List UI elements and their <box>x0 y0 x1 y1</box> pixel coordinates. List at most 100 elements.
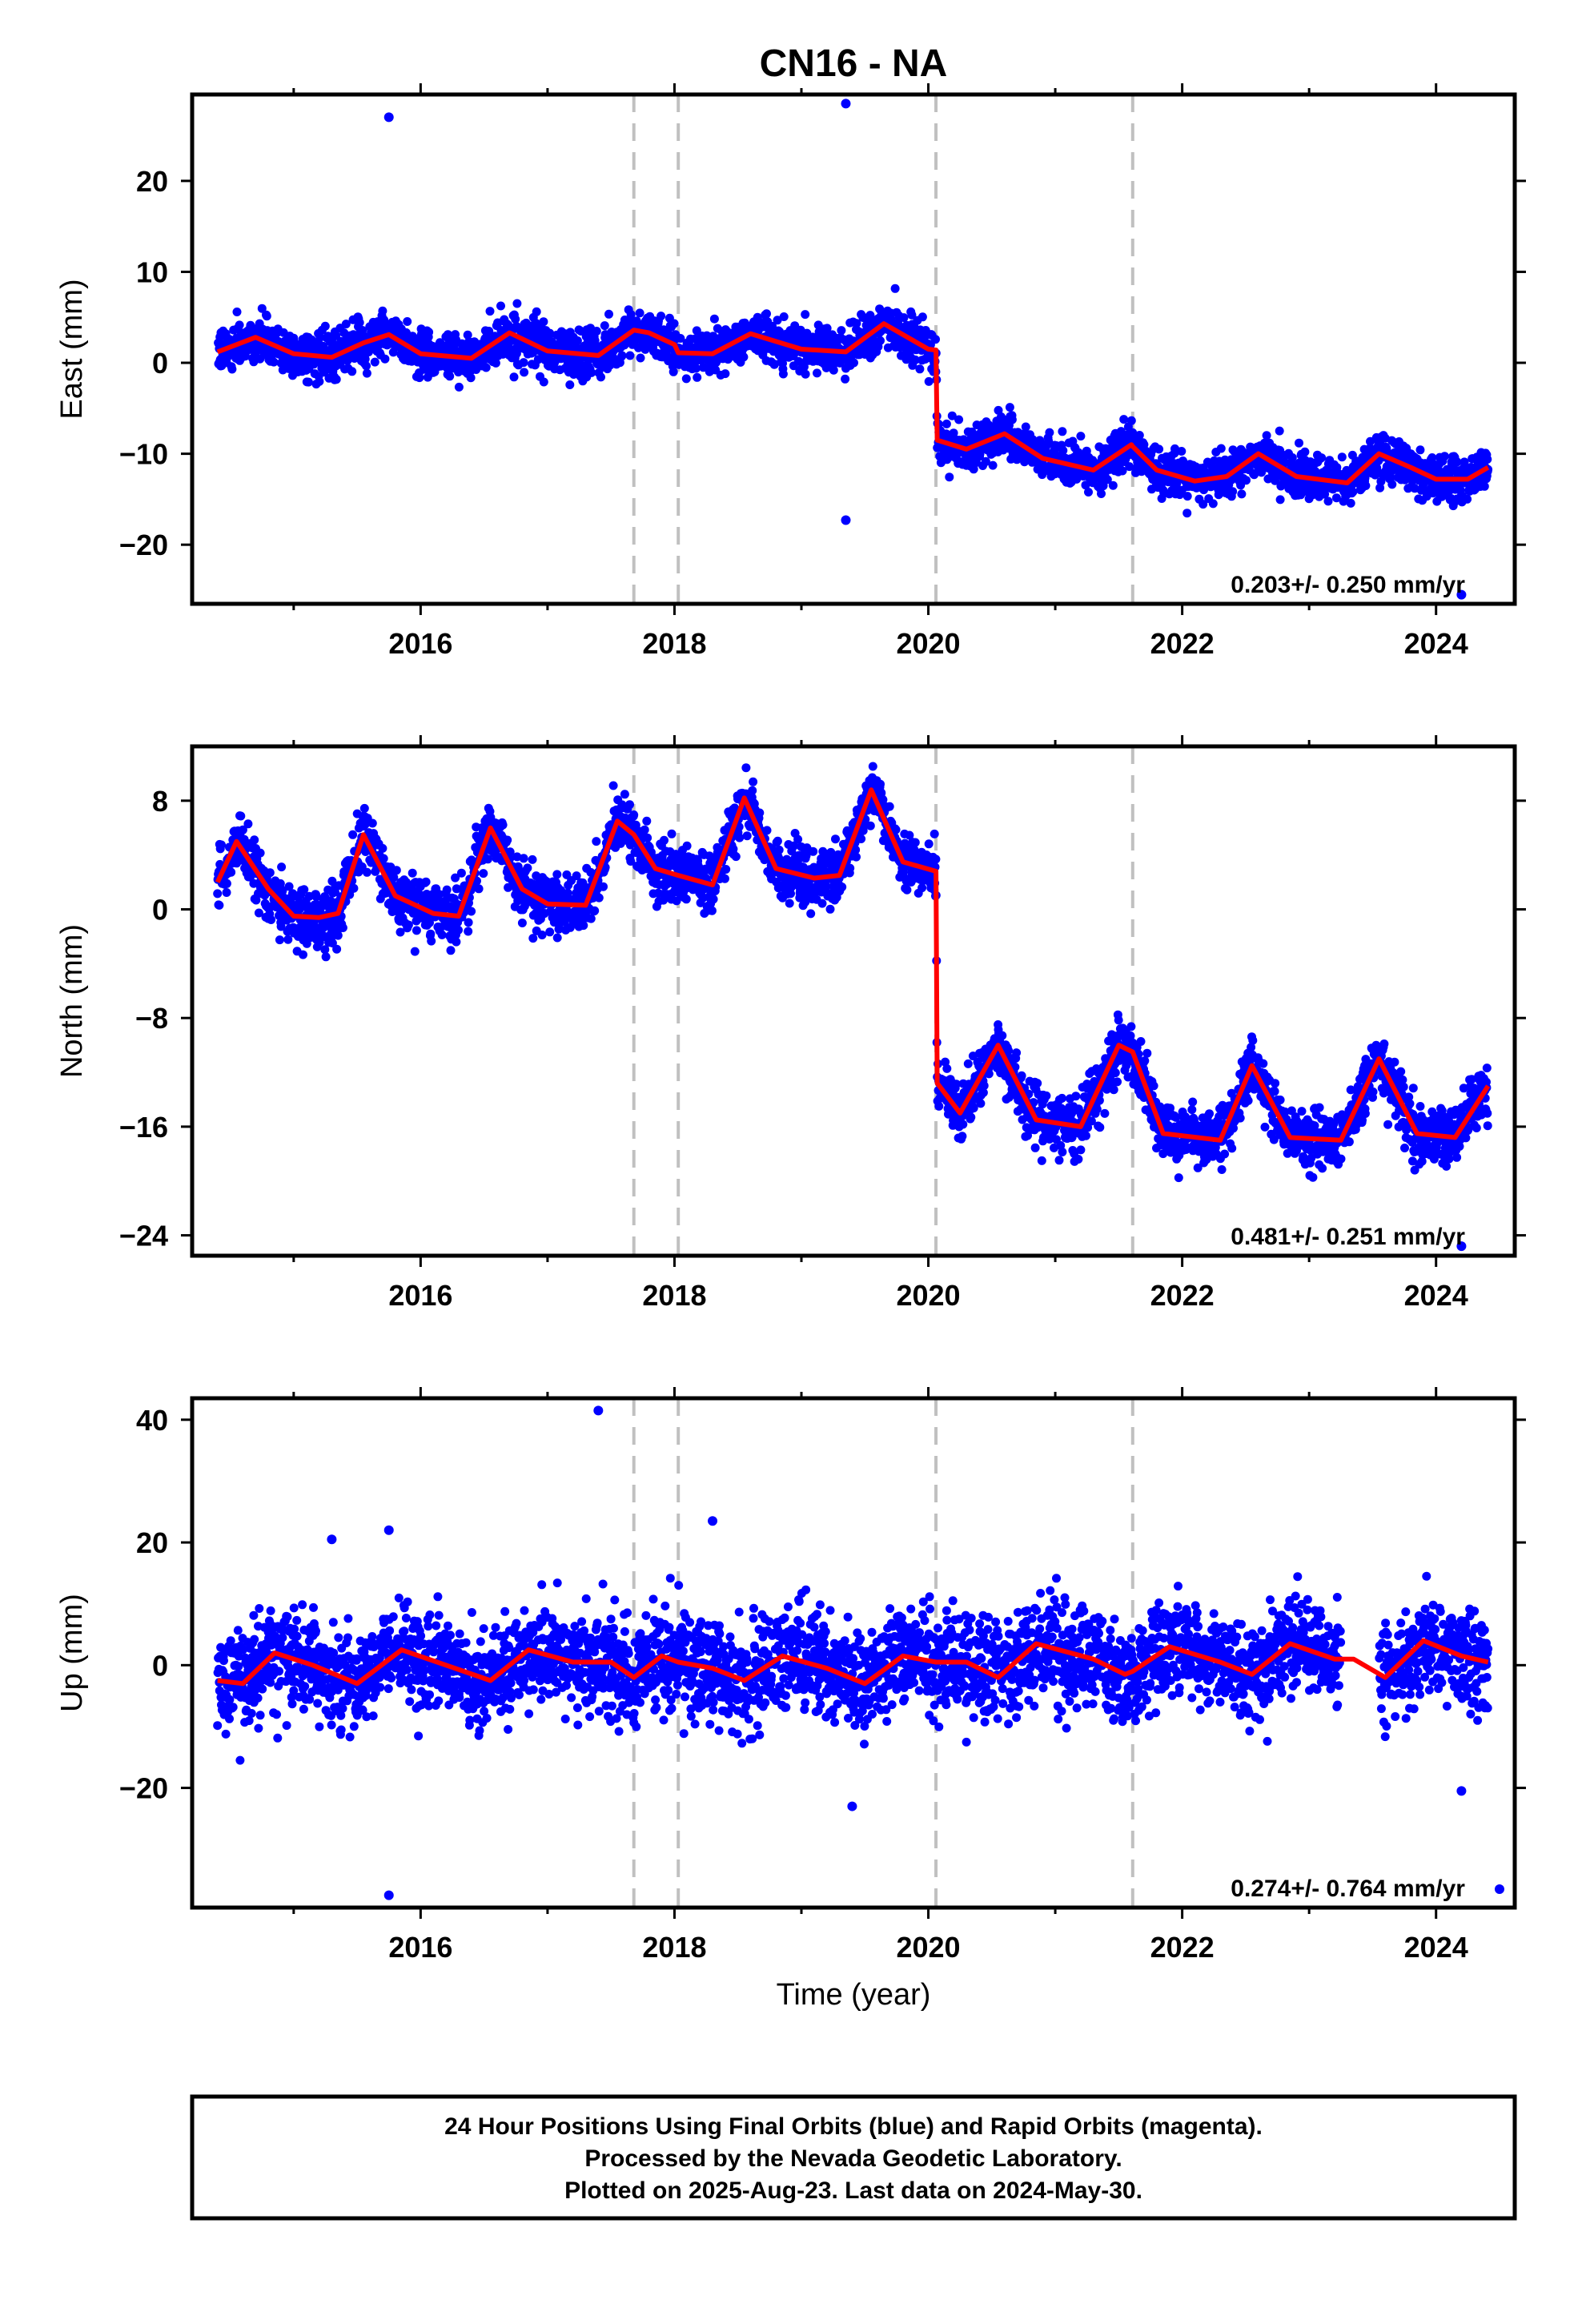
position-point <box>404 920 413 930</box>
position-point <box>669 319 679 328</box>
position-point <box>801 369 810 379</box>
position-point <box>1208 499 1218 509</box>
position-point <box>347 367 357 376</box>
position-point <box>947 411 957 420</box>
position-point <box>320 945 330 955</box>
position-point <box>572 336 582 345</box>
position-point <box>572 871 581 881</box>
position-point <box>1021 422 1030 432</box>
position-point <box>604 309 613 319</box>
position-point <box>592 837 601 846</box>
position-point <box>1134 431 1144 440</box>
position-point <box>1463 494 1472 504</box>
position-point <box>512 852 522 862</box>
y-tick-label: 10 <box>136 255 168 288</box>
position-point <box>945 472 954 482</box>
y-tick-label: 20 <box>136 165 168 198</box>
position-point <box>915 364 925 374</box>
position-point <box>315 376 324 386</box>
position-point <box>709 314 719 324</box>
position-point <box>1415 445 1425 455</box>
position-point <box>681 895 691 904</box>
position-point <box>626 310 636 320</box>
position-point <box>1295 438 1303 448</box>
position-point <box>378 306 387 316</box>
position-point <box>590 336 600 345</box>
position-point <box>617 351 627 360</box>
panel-frame <box>190 92 1517 606</box>
position-point <box>586 914 596 923</box>
position-point <box>1439 452 1449 461</box>
position-point <box>451 873 460 883</box>
position-point <box>427 936 436 946</box>
position-point <box>565 380 575 389</box>
position-point <box>942 419 951 428</box>
position-point <box>267 915 276 924</box>
position-point <box>669 367 678 376</box>
position-point <box>1262 431 1271 440</box>
position-point <box>1460 457 1469 467</box>
position-point <box>1387 480 1397 489</box>
position-point <box>445 372 455 381</box>
position-point <box>552 870 562 879</box>
position-point <box>599 882 608 891</box>
x-tick-label: 2020 <box>896 627 960 660</box>
position-point <box>1182 509 1192 518</box>
position-point <box>890 283 900 293</box>
position-point <box>1007 415 1017 424</box>
x-tick-label: 2024 <box>1404 627 1468 660</box>
position-point <box>899 313 909 323</box>
model-fit-line <box>216 321 1490 485</box>
position-point <box>608 781 618 790</box>
position-point <box>852 319 861 328</box>
position-point <box>1084 488 1093 497</box>
position-point <box>532 307 541 316</box>
position-point <box>924 376 934 386</box>
position-point <box>485 307 495 316</box>
position-point <box>693 372 702 382</box>
position-point <box>362 867 371 877</box>
position-point <box>1182 492 1192 501</box>
position-point <box>238 825 247 834</box>
position-point <box>770 360 779 369</box>
position-point <box>1097 489 1106 498</box>
position-point <box>620 790 629 799</box>
position-point <box>452 937 461 947</box>
position-point <box>215 900 224 910</box>
position-point <box>512 349 521 358</box>
position-point <box>454 925 463 935</box>
position-point <box>1072 474 1082 484</box>
position-point <box>265 868 275 878</box>
position-point <box>446 946 456 955</box>
position-point <box>367 818 377 828</box>
position-point <box>949 428 958 438</box>
position-point <box>988 460 998 470</box>
velocity-rate-label: 0.203+/- 0.250 mm/yr <box>1231 572 1465 598</box>
position-point <box>302 939 311 948</box>
position-point <box>1216 444 1226 453</box>
position-point <box>739 352 749 362</box>
position-point <box>829 365 838 375</box>
position-point <box>236 811 246 821</box>
position-point <box>592 327 601 336</box>
y-tick-label: −20 <box>119 529 168 561</box>
position-point <box>235 320 244 330</box>
position-point <box>454 382 464 392</box>
position-point <box>389 873 399 882</box>
position-point <box>682 841 692 850</box>
position-point <box>503 835 512 845</box>
position-point <box>590 906 600 915</box>
plot-area <box>214 94 1493 604</box>
position-point <box>243 819 253 829</box>
position-point <box>311 892 321 902</box>
position-point <box>1125 462 1134 472</box>
position-point <box>642 816 652 826</box>
position-point <box>625 351 635 360</box>
chart-title: CN16 - NA <box>760 42 948 85</box>
position-point <box>452 884 461 894</box>
position-point <box>671 850 681 859</box>
position-point <box>849 358 858 368</box>
position-point <box>837 326 846 336</box>
position-point <box>1287 453 1297 462</box>
position-point <box>779 312 789 321</box>
